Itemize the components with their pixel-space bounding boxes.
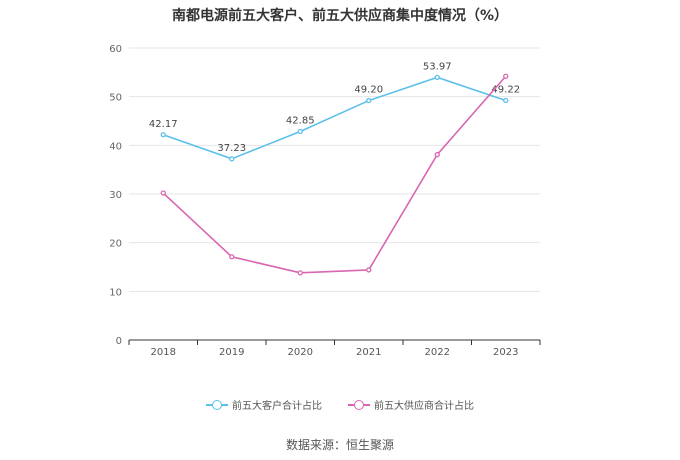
legend-item-suppliers[interactable]: 前五大供应商合计占比 bbox=[348, 397, 474, 412]
series-line-1 bbox=[162, 75, 507, 274]
legend: 前五大客户合计占比 前五大供应商合计占比 bbox=[0, 397, 680, 412]
data-point bbox=[297, 270, 303, 276]
data-point bbox=[160, 132, 166, 138]
data-label: 37.23 bbox=[217, 143, 246, 154]
data-point bbox=[229, 254, 235, 260]
data-label: 42.85 bbox=[286, 115, 315, 126]
data-source: 数据来源：恒生聚源 bbox=[285, 438, 394, 452]
data-point bbox=[229, 156, 235, 162]
data-point bbox=[366, 97, 372, 104]
legend-label-suppliers: 前五大供应商合计占比 bbox=[374, 401, 474, 412]
x-tick-label: 2021 bbox=[356, 347, 381, 358]
x-tick-label: 2023 bbox=[493, 347, 518, 358]
y-tick-label: 0 bbox=[116, 336, 122, 347]
chart-title: 南都电源前五大客户、前五大供应商集中度情况（%） bbox=[171, 8, 509, 24]
legend-label-customers: 前五大客户合计占比 bbox=[232, 401, 322, 412]
data-point bbox=[503, 73, 509, 79]
x-tick-label: 2022 bbox=[425, 347, 450, 358]
legend-item-customers[interactable]: 前五大客户合计占比 bbox=[206, 397, 322, 412]
data-point bbox=[366, 267, 372, 273]
legend-marker-customers-icon bbox=[206, 399, 228, 410]
x-tick-label: 2018 bbox=[151, 347, 176, 358]
legend-marker-suppliers-icon bbox=[348, 399, 370, 410]
data-label: 49.20 bbox=[354, 85, 383, 96]
data-point bbox=[160, 190, 166, 196]
x-tick-label: 2020 bbox=[288, 347, 313, 358]
data-point bbox=[297, 128, 303, 135]
data-label: 42.17 bbox=[149, 119, 178, 130]
data-point bbox=[434, 74, 440, 80]
y-tick-label: 30 bbox=[109, 190, 122, 201]
y-tick-label: 20 bbox=[109, 239, 122, 250]
y-tick-label: 50 bbox=[109, 93, 122, 104]
data-label: 53.97 bbox=[423, 61, 452, 72]
data-point bbox=[434, 151, 440, 158]
y-tick-label: 10 bbox=[109, 287, 122, 298]
data-point bbox=[503, 97, 509, 104]
x-tick-label: 2019 bbox=[219, 347, 244, 358]
data-label: 49.22 bbox=[491, 84, 520, 95]
series-line-0 bbox=[162, 76, 507, 160]
y-tick-label: 60 bbox=[109, 44, 122, 55]
y-tick-label: 40 bbox=[109, 141, 122, 152]
